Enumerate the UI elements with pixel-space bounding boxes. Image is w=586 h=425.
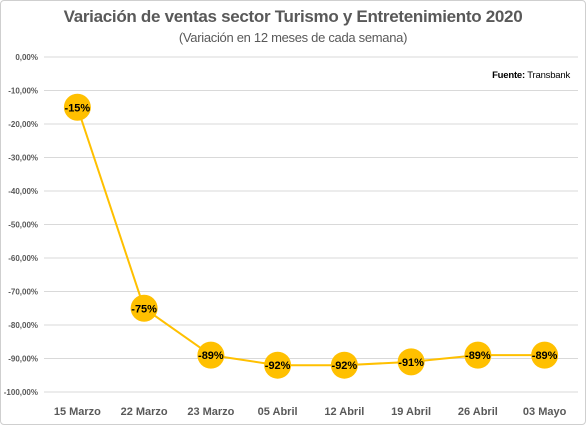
data-label: -92% bbox=[332, 360, 358, 372]
y-tick-label: -10,00% bbox=[8, 87, 38, 96]
chart-subtitle: (Variación en 12 meses de cada semana) bbox=[178, 30, 408, 45]
x-tick-label: 26 Abril bbox=[458, 406, 498, 418]
x-tick-label: 22 Marzo bbox=[121, 406, 168, 418]
data-point bbox=[264, 351, 292, 379]
chart-title: Variación de ventas sector Turismo y Ent… bbox=[63, 7, 523, 26]
data-point bbox=[464, 341, 492, 369]
data-label: -89% bbox=[465, 350, 491, 362]
x-tick-label: 12 Abril bbox=[324, 406, 364, 418]
x-tick-label: 03 Mayo bbox=[523, 406, 567, 418]
data-label: -92% bbox=[265, 360, 291, 372]
y-tick-label: -40,00% bbox=[8, 187, 38, 196]
data-label: -91% bbox=[398, 357, 424, 369]
y-tick-label: -20,00% bbox=[8, 120, 38, 129]
series-line bbox=[76, 106, 545, 367]
data-point bbox=[397, 348, 425, 376]
y-tick-label: -90,00% bbox=[8, 355, 38, 364]
data-label: -15% bbox=[65, 102, 91, 114]
data-label: -89% bbox=[532, 350, 558, 362]
y-tick-label: -30,00% bbox=[8, 154, 38, 163]
source-value: Transbank bbox=[527, 70, 570, 81]
x-tick-label: 19 Abril bbox=[391, 406, 431, 418]
chart-source: Fuente: Transbank bbox=[470, 70, 570, 81]
x-tick-label: 23 Marzo bbox=[187, 406, 234, 418]
y-tick-label: -100,00% bbox=[4, 388, 38, 397]
data-point bbox=[63, 93, 91, 121]
y-tick-label: -60,00% bbox=[8, 254, 38, 263]
y-tick-label: 0,00% bbox=[15, 53, 38, 62]
source-label: Fuente: bbox=[492, 70, 525, 81]
data-point bbox=[197, 341, 225, 369]
data-point bbox=[531, 341, 559, 369]
data-point bbox=[330, 351, 358, 379]
data-label: -75% bbox=[131, 303, 157, 315]
y-tick-label: -70,00% bbox=[8, 288, 38, 297]
data-label: -89% bbox=[198, 350, 224, 362]
data-point bbox=[130, 294, 158, 322]
x-tick-label: 15 Marzo bbox=[54, 406, 101, 418]
y-tick-label: -50,00% bbox=[8, 221, 38, 230]
x-tick-label: 05 Abril bbox=[258, 406, 298, 418]
y-tick-label: -80,00% bbox=[8, 321, 38, 330]
